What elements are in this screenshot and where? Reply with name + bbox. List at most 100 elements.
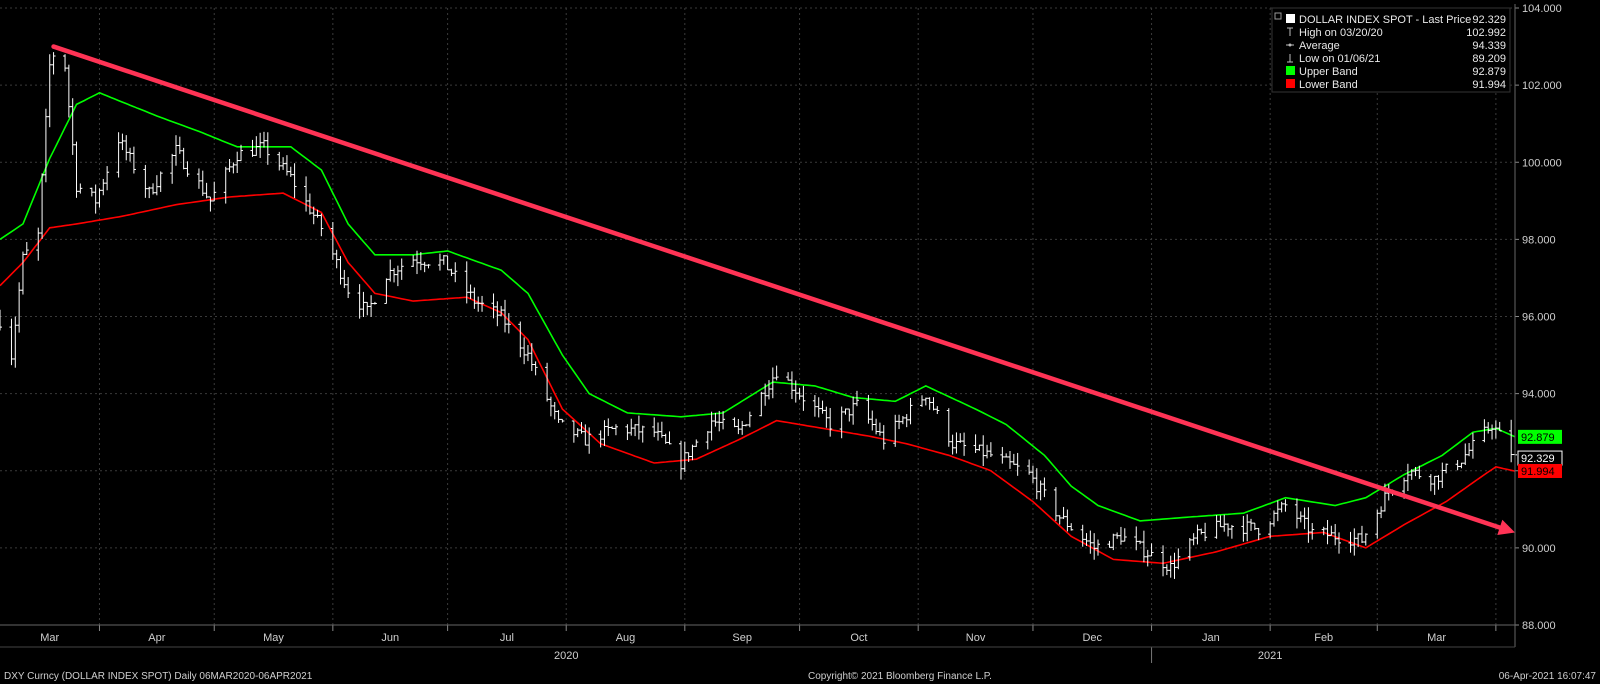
price-bar xyxy=(235,151,240,173)
price-bar xyxy=(897,414,902,430)
x-month-label: May xyxy=(263,632,284,644)
price-bar xyxy=(920,395,925,407)
price-bar xyxy=(173,135,178,166)
price-bar xyxy=(663,433,668,444)
price-bar xyxy=(1298,511,1303,523)
price-bar xyxy=(908,397,913,425)
price-bars xyxy=(0,52,1517,579)
price-bar xyxy=(334,249,339,269)
price-bar xyxy=(640,425,645,443)
price-bar xyxy=(786,372,791,381)
price-bar xyxy=(196,168,201,189)
price-bar xyxy=(445,255,450,271)
price-bar xyxy=(441,254,446,265)
legend-value: 102.992 xyxy=(1466,27,1506,39)
price-bar xyxy=(1138,540,1143,545)
tag-value: 92.329 xyxy=(1521,453,1555,465)
price-bar xyxy=(1409,469,1414,480)
price-bar xyxy=(395,265,400,287)
price-bar xyxy=(17,282,22,333)
price-bar xyxy=(43,108,48,183)
price-bar xyxy=(338,256,343,285)
price-bar xyxy=(66,64,71,118)
y-tick-label: 104.000 xyxy=(1522,3,1562,15)
price-bar xyxy=(629,418,634,436)
price-bar xyxy=(652,417,657,438)
price-bar xyxy=(690,444,695,461)
x-month-label: Jul xyxy=(500,632,514,644)
price-bar xyxy=(1168,555,1173,578)
price-bar xyxy=(422,261,427,273)
price-bar xyxy=(613,424,618,436)
last-value-tag: 91.994 xyxy=(1518,463,1562,478)
price-bar xyxy=(281,157,286,170)
price-bar xyxy=(1271,510,1276,527)
legend-entry: Low on 01/06/21 89.209 xyxy=(1287,53,1506,65)
price-bar xyxy=(1122,528,1127,542)
price-bar xyxy=(105,166,110,191)
price-bar xyxy=(636,415,641,440)
price-bar xyxy=(1279,501,1284,513)
price-bar xyxy=(1118,526,1123,545)
price-bar xyxy=(361,291,366,317)
tag-background xyxy=(1518,429,1562,444)
legend-label: Average xyxy=(1299,40,1340,52)
price-bar xyxy=(288,166,293,177)
price-bar xyxy=(13,316,18,368)
price-bar xyxy=(732,417,737,428)
price-bar xyxy=(766,380,771,400)
price-bar xyxy=(1321,526,1326,536)
tag-value: 92.879 xyxy=(1521,432,1555,444)
price-bar xyxy=(330,222,335,260)
price-bar xyxy=(1283,499,1288,512)
price-bar xyxy=(124,135,129,161)
legend-average-dot xyxy=(1288,43,1292,47)
price-bar xyxy=(893,414,898,447)
price-bar xyxy=(1164,564,1169,576)
legend: DOLLAR INDEX SPOT - Last Price 92.329High… xyxy=(1271,7,1511,93)
price-bar xyxy=(625,424,630,441)
legend-value: 92.879 xyxy=(1472,66,1506,78)
price-bar xyxy=(1428,474,1433,492)
price-bar xyxy=(1187,538,1192,561)
trendline-arrowhead xyxy=(1497,519,1515,535)
price-bar xyxy=(437,253,442,271)
price-bar xyxy=(1359,525,1364,544)
price-bar xyxy=(1245,514,1250,542)
price-bar xyxy=(633,424,638,437)
legend-entry: DOLLAR INDEX SPOT - Last Price 92.329 xyxy=(1286,14,1506,26)
x-month-label: Sep xyxy=(732,632,752,644)
price-bar xyxy=(1141,530,1146,563)
price-bar xyxy=(770,367,775,399)
price-bar xyxy=(89,187,94,197)
legend-label: DOLLAR INDEX SPOT - Last Price xyxy=(1299,14,1471,26)
price-bar xyxy=(70,98,75,155)
price-bar xyxy=(598,430,603,448)
price-bar xyxy=(763,383,768,406)
price-bar xyxy=(931,397,936,411)
price-bar xyxy=(1008,450,1012,469)
price-bar xyxy=(1107,540,1112,548)
price-bar xyxy=(1095,539,1100,556)
price-bar xyxy=(851,396,856,425)
price-bar xyxy=(946,408,951,447)
price-bar xyxy=(900,416,905,425)
price-bar xyxy=(1337,532,1342,554)
price-bar xyxy=(480,295,485,312)
price-bar xyxy=(411,255,416,268)
price-bar xyxy=(1333,524,1338,546)
price-bar xyxy=(93,184,98,214)
price-bar xyxy=(988,442,993,458)
price-bar xyxy=(958,433,963,443)
price-bar xyxy=(47,54,52,128)
legend-swatch xyxy=(1286,66,1295,75)
price-bar xyxy=(1145,549,1150,567)
price-bar xyxy=(1252,522,1257,531)
price-bar xyxy=(1061,506,1066,519)
price-bar xyxy=(365,301,370,316)
price-bar xyxy=(1356,533,1361,548)
price-bar xyxy=(1004,453,1009,458)
price-bar xyxy=(816,397,821,418)
legend-entry: Upper Band 92.879 xyxy=(1286,66,1506,78)
price-bar xyxy=(1493,420,1498,439)
